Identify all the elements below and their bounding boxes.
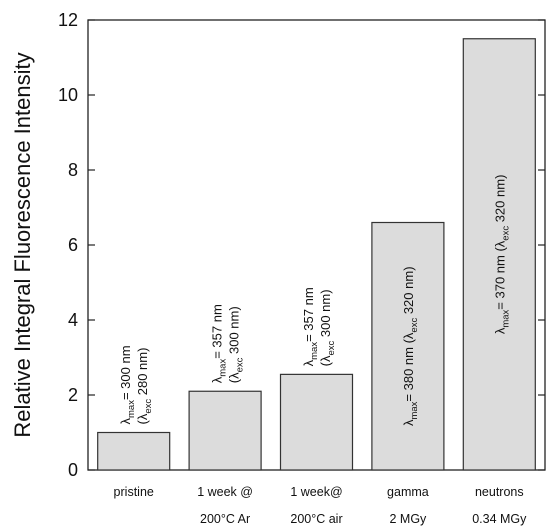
y-tick-label: 2: [68, 385, 78, 405]
x-category-label: gamma 2 MGy: [387, 485, 429, 526]
y-tick-label: 4: [68, 310, 78, 330]
annotation-line: λmax= 357 nm: [210, 304, 229, 383]
y-axis-title: Relative Integral Fluorescence Intensity: [10, 52, 35, 437]
bar-annotation: λmax= 357 nm(λexc 300 nm): [301, 287, 337, 366]
x-category-label: 1 week @200°C Ar: [197, 485, 253, 526]
annotation-line: (λexc 280 nm): [135, 348, 154, 425]
y-tick-label: 12: [58, 10, 78, 30]
bar-group: [97, 38, 536, 471]
x-category-label: 1 week@ 200°C air: [290, 485, 342, 526]
category-label-group: pristine 1 week @200°C Ar 1 week@ 200°C air…: [114, 485, 528, 526]
bar: [279, 373, 354, 471]
x-category-label: neutrons 0.34 MGy: [472, 485, 527, 526]
y-tick-label: 6: [68, 235, 78, 255]
annotation-line: (λexc 300 nm): [318, 289, 337, 366]
bar-annotation: λmax= 370 nm (λexc 320 nm): [492, 175, 511, 335]
bar-annotation: λmax= 300 nm(λexc 280 nm): [118, 345, 154, 424]
bar: [97, 431, 171, 471]
annotation-line: (λexc 300 nm): [227, 306, 246, 383]
annotation-line: λmax= 300 nm: [118, 345, 137, 424]
y-tick-label: 10: [58, 85, 78, 105]
bar: [462, 38, 536, 471]
y-tick-label: 8: [68, 160, 78, 180]
x-category-label: pristine: [114, 485, 154, 499]
bar-annotation: λmax= 380 nm (λexc 320 nm): [401, 266, 420, 426]
annotation-line: λmax= 370 nm (λexc 320 nm): [492, 175, 511, 335]
bar: [188, 390, 262, 471]
bar: [371, 221, 445, 471]
annotation-line: λmax= 357 nm: [301, 287, 320, 366]
bar-annotation: λmax= 357 nm(λexc 300 nm): [210, 304, 246, 383]
annotation-line: λmax= 380 nm (λexc 320 nm): [401, 266, 420, 426]
annotation-group: λmax= 300 nm(λexc 280 nm) λmax= 357 nm(λe…: [118, 175, 511, 426]
y-tick-label: 0: [68, 460, 78, 480]
